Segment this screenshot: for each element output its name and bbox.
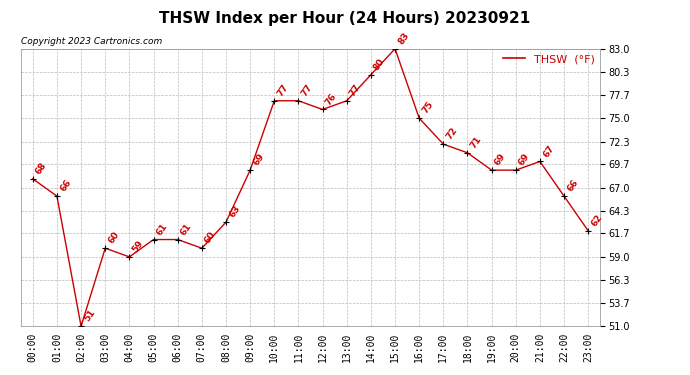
Text: 60: 60 — [204, 230, 217, 245]
Text: 80: 80 — [373, 57, 386, 72]
Text: 69: 69 — [493, 152, 508, 167]
Text: 83: 83 — [397, 31, 411, 46]
Text: 68: 68 — [34, 160, 49, 176]
Text: THSW Index per Hour (24 Hours) 20230921: THSW Index per Hour (24 Hours) 20230921 — [159, 11, 531, 26]
Text: 61: 61 — [155, 221, 170, 237]
Text: 63: 63 — [228, 204, 242, 219]
Text: 66: 66 — [566, 178, 580, 194]
Text: 59: 59 — [131, 238, 146, 254]
Text: 62: 62 — [590, 213, 604, 228]
Text: 69: 69 — [518, 152, 532, 167]
Text: 67: 67 — [542, 143, 556, 159]
Legend: THSW  (°F): THSW (°F) — [503, 54, 595, 64]
Text: 77: 77 — [348, 82, 363, 98]
Text: 69: 69 — [252, 152, 266, 167]
Text: 61: 61 — [179, 221, 194, 237]
Text: 77: 77 — [300, 82, 315, 98]
Text: 77: 77 — [276, 82, 290, 98]
Text: 72: 72 — [445, 126, 460, 141]
Text: 75: 75 — [421, 100, 435, 116]
Text: Copyright 2023 Cartronics.com: Copyright 2023 Cartronics.com — [21, 37, 162, 46]
Text: 66: 66 — [59, 178, 73, 194]
Text: 60: 60 — [107, 230, 121, 245]
Text: 71: 71 — [469, 135, 484, 150]
Text: 51: 51 — [83, 308, 97, 324]
Text: 76: 76 — [324, 91, 339, 106]
